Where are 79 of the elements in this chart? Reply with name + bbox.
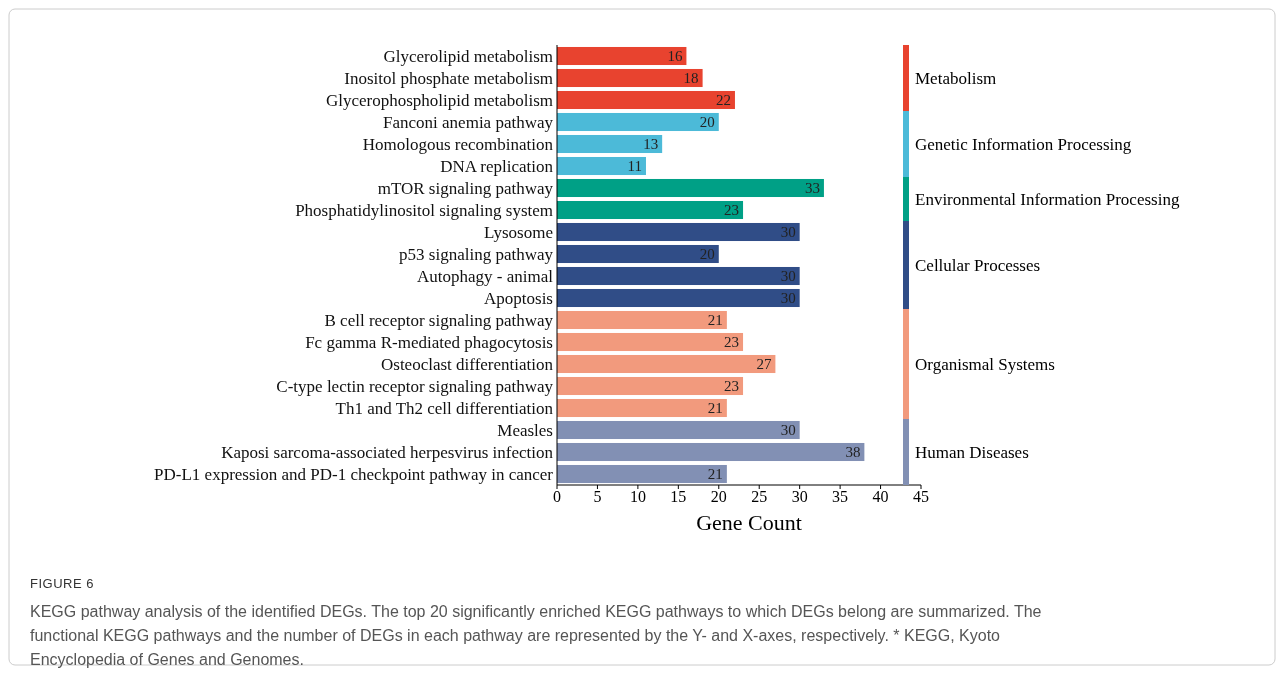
y-tick-label: C-type lectin receptor signaling pathway	[276, 376, 554, 396]
x-tick-label: 35	[832, 488, 849, 505]
bar	[557, 222, 800, 242]
annotation: Organismal Systems	[915, 354, 1055, 374]
bar	[557, 288, 800, 308]
bar	[557, 464, 727, 484]
y-tick-label: Th1 and Th2 cell differentiation	[335, 398, 554, 418]
data-label: 20	[699, 246, 715, 263]
data-label: 38	[845, 444, 861, 461]
x-axis-title: Gene Count	[696, 510, 802, 535]
bar	[557, 354, 776, 374]
x-tick-label: 20	[710, 488, 727, 505]
bar	[557, 134, 663, 154]
data-label: 21	[707, 400, 723, 417]
annotation: Environmental Information Processing	[915, 189, 1180, 209]
bar	[557, 398, 727, 418]
data-label: 27	[756, 356, 772, 373]
x-tick-label: 25	[751, 488, 768, 505]
caption: FIGURE 6	[30, 576, 94, 591]
data-label: 22	[715, 92, 731, 109]
y-tick-label: Kaposi sarcoma-associated herpesvirus infection	[221, 442, 554, 462]
annotation: Metabolism	[915, 68, 997, 88]
data-label: 30	[780, 268, 796, 285]
data-label: 20	[699, 114, 715, 131]
data-label: 18	[683, 70, 699, 87]
bar	[557, 46, 687, 66]
y-tick-label: Homologous recombination	[362, 134, 554, 154]
y-tick-label: Inositol phosphate metabolism	[344, 68, 553, 88]
y-tick-label: Phosphatidylinositol signaling system	[295, 200, 553, 220]
x-tick-label: 40	[872, 488, 889, 505]
x-tick-label: 0	[553, 488, 561, 505]
data-label: 33	[804, 180, 820, 197]
y-tick-label: Glycerophospholipid metabolism	[325, 90, 553, 110]
y-tick-label: PD-L1 expression and PD-1 checkpoint pathway in cancer	[154, 464, 554, 484]
x-tick-label: 15	[670, 488, 687, 505]
bar	[557, 420, 800, 440]
bar	[557, 266, 800, 286]
y-tick-label: p53 signaling pathway	[399, 244, 554, 264]
annotation: Cellular Processes	[915, 255, 1041, 275]
bar	[557, 68, 703, 88]
x-tick-label: 5	[593, 488, 602, 505]
x-tick-label: 10	[629, 488, 646, 505]
data-label: 11	[627, 158, 642, 175]
y-tick-label: B cell receptor signaling pathway	[324, 310, 554, 330]
y-tick-label: Osteoclast differentiation	[381, 354, 554, 374]
data-label: 13	[643, 136, 659, 153]
data-label: 21	[707, 466, 723, 483]
bar	[557, 244, 719, 264]
y-tick-label: Measles	[497, 420, 553, 440]
data-label: 16	[667, 48, 683, 65]
bar	[557, 332, 744, 352]
data-label: 30	[780, 224, 796, 241]
y-tick-label: Autophagy - animal	[417, 266, 554, 286]
y-tick-label: Apoptosis	[484, 288, 553, 308]
x-tick-label: 30	[791, 488, 808, 505]
annotation: Genetic Information Processing	[915, 134, 1132, 154]
bar	[557, 200, 744, 220]
data-label: 23	[724, 202, 740, 219]
y-tick-label: mTOR signaling pathway	[377, 178, 554, 198]
y-tick-label: Fanconi anemia pathway	[383, 112, 554, 132]
data-label: 23	[724, 378, 740, 395]
data-label: 30	[780, 290, 796, 307]
x-tick-label: 45	[913, 488, 929, 505]
bar	[557, 112, 719, 132]
annotation: Human Diseases	[915, 442, 1029, 462]
bar	[557, 156, 646, 176]
y-tick-label: DNA replication	[440, 156, 554, 176]
y-tick-label: Glycerolipid metabolism	[383, 46, 553, 66]
bar	[557, 376, 744, 396]
y-tick-label: Fc gamma R-mediated phagocytosis	[305, 332, 553, 352]
bar	[557, 310, 727, 330]
data-label: 30	[780, 422, 796, 439]
text: KEGG pathway analysis of the identified DEGs. The top 20 significantly enriched KEGG pathways to which DEGs belong are summarized. The functional KEGG pathways and the number of DEGs in each pathway are represented by the Y- and X-axes, respectively. * KEGG, Kyoto Encyclopedia of Genes and Genomes.	[30, 603, 1042, 668]
bar	[557, 442, 865, 462]
bar	[557, 178, 824, 198]
data-label: 21	[707, 312, 723, 329]
data-label: 23	[724, 334, 740, 351]
bar	[557, 90, 735, 110]
y-tick-label: Lysosome	[484, 222, 553, 242]
